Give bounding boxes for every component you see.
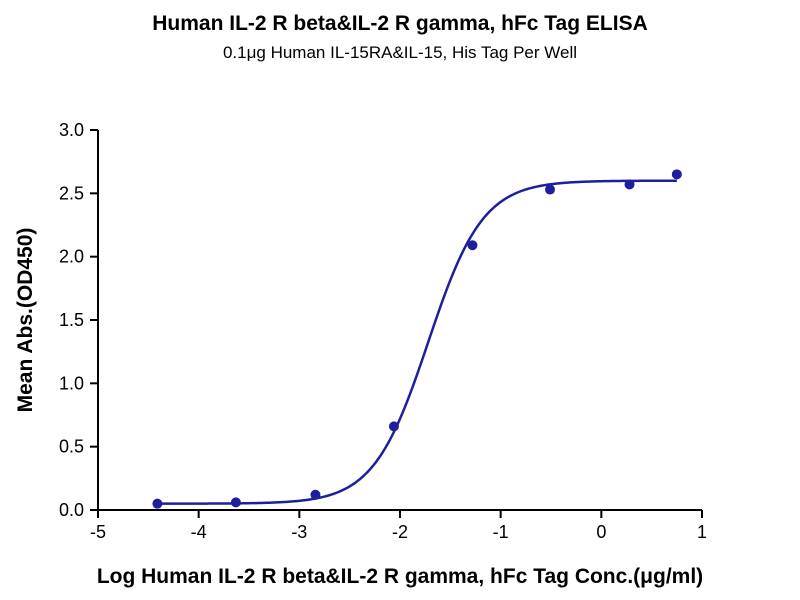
data-point [544,184,555,195]
x-tick-label: -1 [493,522,509,542]
y-tick-label: 3.0 [59,120,84,140]
y-tick-label: 2.0 [59,247,84,267]
x-tick-label: -4 [191,522,207,542]
data-point [671,169,682,180]
y-tick-label: 1.0 [59,373,84,393]
y-axis-label: Mean Abs.(OD450) [14,228,37,413]
x-tick-label: -5 [90,522,106,542]
x-tick-label: 0 [596,522,606,542]
x-tick-label: 1 [697,522,707,542]
x-axis-label: Log Human IL-2 R beta&IL-2 R gamma, hFc … [97,565,703,588]
y-tick-label: 0.0 [59,500,84,520]
data-point [152,498,163,509]
y-tick-label: 1.5 [59,310,84,330]
data-point [467,240,478,251]
data-points [152,169,682,509]
data-point [310,489,321,500]
x-tick-label: -3 [291,522,307,542]
chart-subtitle: 0.1μg Human IL-15RA&IL-15, His Tag Per W… [223,43,577,62]
fit-curve [157,179,677,505]
x-tick-label: -2 [392,522,408,542]
y-tick-label: 2.5 [59,183,84,203]
data-point [624,179,635,190]
x-ticks: -5 -4 -3 -2 -1 0 1 [90,510,707,542]
chart-title: Human IL-2 R beta&IL-2 R gamma, hFc Tag … [152,12,648,35]
data-point [230,497,241,508]
y-tick-label: 0.5 [59,437,84,457]
data-point [388,421,399,432]
axes [97,130,702,511]
y-ticks: 0.0 0.5 1.0 1.5 2.0 2.5 3.0 [59,120,98,520]
